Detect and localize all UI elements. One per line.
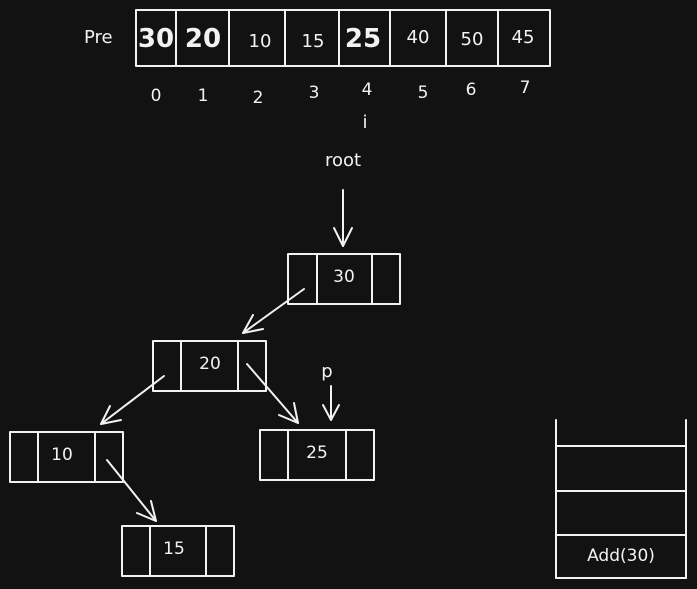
stack: Add(30) <box>556 420 686 578</box>
array-cell: 15 <box>302 31 325 52</box>
p-label: p <box>321 361 332 382</box>
array-index: 4 <box>362 80 373 100</box>
tree-edge-20-25 <box>247 364 298 423</box>
node-value: 20 <box>199 354 221 374</box>
edge-line <box>101 376 164 424</box>
node-value: 30 <box>333 267 355 287</box>
node-value: 10 <box>51 445 73 465</box>
tree-node-30: 30 <box>288 254 400 304</box>
array-index: 1 <box>198 86 209 106</box>
tree-node-25: 25 <box>260 430 374 480</box>
edge-line <box>243 289 304 333</box>
node-value: 15 <box>163 539 185 559</box>
pointer-i-label: i <box>362 112 367 133</box>
array-cell: 25 <box>345 24 381 54</box>
tree-node-10: 10 <box>10 432 123 482</box>
node-value: 25 <box>306 443 328 463</box>
root-pointer: root <box>325 150 361 246</box>
tree-edge-10-15 <box>107 460 156 521</box>
tree-edge-20-10 <box>101 376 164 424</box>
root-label: root <box>325 150 361 171</box>
tree-edge-30-20 <box>243 289 304 333</box>
preorder-array: Pre 30 20 10 15 25 40 50 45 0 1 2 3 4 5 … <box>84 10 550 133</box>
array-cell: 10 <box>249 31 272 52</box>
array-index: 5 <box>418 83 429 103</box>
array-index: 0 <box>151 86 162 106</box>
array-cell: 40 <box>407 27 430 48</box>
stack-item: Add(30) <box>587 546 655 566</box>
array-cell: 45 <box>512 27 535 48</box>
array-index: 7 <box>520 78 531 98</box>
array-cell: 30 <box>138 24 174 54</box>
array-index: 3 <box>309 83 320 103</box>
array-cell: 50 <box>461 29 484 50</box>
edge-line <box>247 364 298 423</box>
edge-line <box>107 460 156 521</box>
array-index: 2 <box>253 88 264 108</box>
tree-node-15: 15 <box>122 526 234 576</box>
array-index: 6 <box>466 80 477 100</box>
array-cell: 20 <box>185 24 221 54</box>
array-label: Pre <box>84 27 113 48</box>
p-pointer: p <box>321 361 339 420</box>
